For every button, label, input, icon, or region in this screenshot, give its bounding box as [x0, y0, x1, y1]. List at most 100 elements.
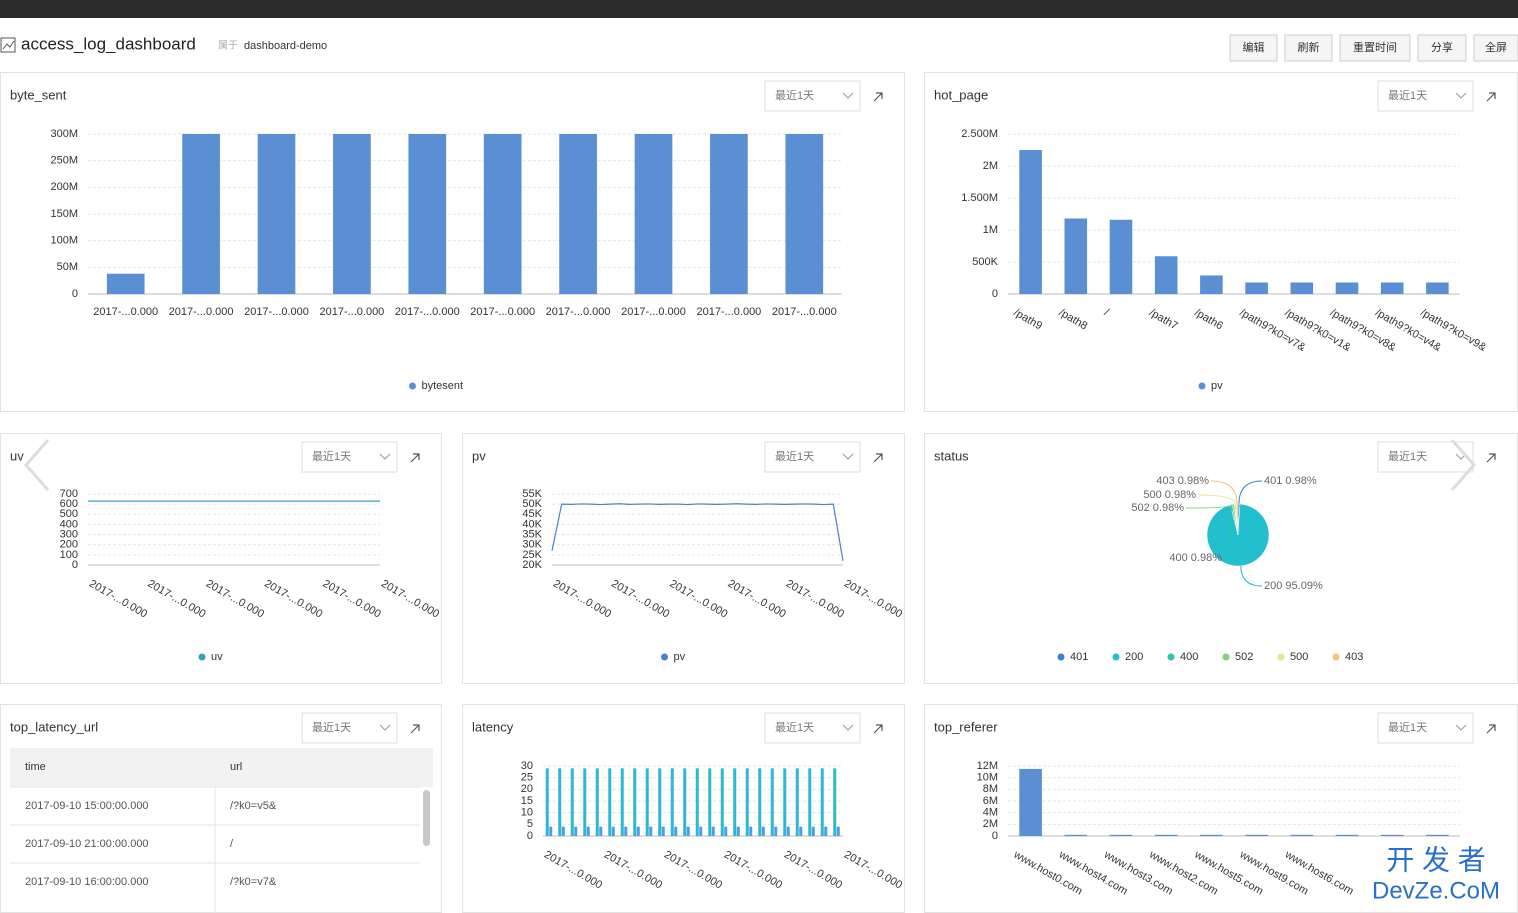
carousel-prev[interactable]: [24, 439, 50, 491]
panel-title: byte_sent: [10, 87, 67, 102]
expand-icon: [873, 453, 883, 463]
pie-label-value: 0.98%: [1165, 489, 1196, 501]
toolbar-button[interactable]: 分享: [1417, 34, 1467, 62]
bar: [611, 826, 615, 836]
table-cell: /: [230, 838, 234, 850]
y-tick-label: 400: [60, 518, 78, 530]
bar: [795, 768, 799, 836]
time-range-select[interactable]: 最近1天: [1377, 712, 1474, 744]
bar: [408, 134, 447, 294]
pie-label-category: 400: [1169, 552, 1187, 564]
toolbar-button[interactable]: 全屏: [1473, 34, 1518, 62]
button-box: [1339, 34, 1411, 62]
toolbar-button[interactable]: 编辑: [1229, 34, 1278, 62]
bar: [633, 768, 637, 836]
y-tick-label: 55K: [522, 488, 542, 500]
bar: [733, 768, 737, 836]
toolbar-button[interactable]: 重置时间: [1339, 34, 1411, 62]
bar: [783, 768, 787, 836]
bar: [1426, 282, 1449, 294]
y-tick-label: 5: [527, 818, 533, 830]
x-tick-label: 2017-...0.000: [319, 306, 384, 318]
y-tick-label: 2M: [983, 818, 998, 830]
select-chevron: [842, 92, 854, 99]
x-tick-label: 2017-...0.000: [546, 306, 611, 318]
time-range-select[interactable]: 最近1天: [301, 712, 398, 744]
bar: [699, 826, 703, 836]
expand-icon: [1486, 92, 1496, 102]
time-range-select[interactable]: 最近1天: [764, 712, 861, 744]
legend-label: 401: [1070, 651, 1088, 663]
expand-button[interactable]: [1486, 92, 1496, 102]
bar: [559, 134, 597, 294]
select-label: 最近1天: [1388, 89, 1427, 102]
y-tick-label: 20: [521, 783, 533, 795]
bar: [1380, 834, 1404, 836]
pie-label-value: 0.98%: [1285, 475, 1316, 487]
legend-dot: [1057, 653, 1065, 661]
select-chevron: [379, 453, 391, 460]
y-tick-label: 50M: [57, 261, 78, 273]
time-range-select[interactable]: 最近1天: [764, 80, 861, 112]
expand-button[interactable]: [410, 453, 420, 463]
select-chevron: [379, 724, 391, 731]
bar: [786, 826, 790, 836]
bar: [1290, 834, 1314, 836]
y-tick-label: 0: [72, 559, 78, 571]
bar: [1245, 282, 1268, 294]
bar: [1380, 282, 1404, 294]
pie-leader: [1197, 494, 1236, 505]
time-range-select[interactable]: 最近1天: [301, 441, 398, 473]
bar: [483, 134, 522, 294]
pie-leader: [1185, 503, 1234, 509]
y-tick-label: 300: [60, 528, 78, 540]
time-range-select[interactable]: 最近1天: [764, 441, 861, 473]
bar: [599, 826, 603, 836]
bar: [620, 768, 624, 836]
bar: [634, 134, 673, 294]
panel: hot_page 最近1天0500K1M1.500M2M2.500M/path9/…: [924, 72, 1518, 412]
toolbar-button[interactable]: 刷新: [1284, 34, 1333, 62]
expand-button[interactable]: [873, 453, 883, 463]
y-tick-label: 150M: [50, 208, 78, 220]
legend-label: uv: [211, 651, 223, 663]
select-chevron: [842, 453, 854, 460]
bar: [106, 273, 145, 294]
panel: latency 最近1天0510152025302017-...0.0002017…: [462, 704, 905, 913]
y-tick-label: 4M: [983, 807, 998, 819]
legend-dot: [1277, 653, 1285, 661]
select-label: 最近1天: [312, 450, 351, 463]
select-box: [1377, 712, 1474, 744]
bar: [708, 768, 712, 836]
bar: [561, 826, 565, 836]
panel-title: latency: [472, 719, 514, 734]
x-tick-label: 2017-...0.000: [169, 306, 234, 318]
bar: [1154, 834, 1178, 836]
legend-dot: [1112, 653, 1120, 661]
y-tick-label: 500: [60, 508, 78, 520]
expand-button[interactable]: [873, 92, 883, 102]
y-tick-label: 10: [521, 807, 533, 819]
bar: [674, 826, 678, 836]
bar: [1426, 834, 1449, 836]
expand-button[interactable]: [410, 724, 420, 734]
expand-button[interactable]: [1486, 453, 1496, 463]
bar: [645, 768, 649, 836]
y-tick-label: 300M: [50, 128, 78, 140]
pie-label: 401 0.98%: [1264, 475, 1317, 487]
expand-button[interactable]: [1486, 724, 1496, 734]
carousel-next[interactable]: [1450, 439, 1476, 491]
x-tick-label: 2017-...0.000: [470, 306, 535, 318]
time-range-select[interactable]: 最近1天: [1377, 80, 1474, 112]
expand-icon: [410, 724, 420, 734]
bar: [710, 134, 748, 294]
bar: [595, 768, 599, 836]
select-label: 最近1天: [775, 89, 814, 102]
y-tick-label: 0: [72, 288, 78, 300]
expand-button[interactable]: [873, 724, 883, 734]
button-label: 编辑: [1243, 40, 1265, 54]
top-bar: [0, 0, 1518, 18]
expand-icon: [410, 453, 420, 463]
